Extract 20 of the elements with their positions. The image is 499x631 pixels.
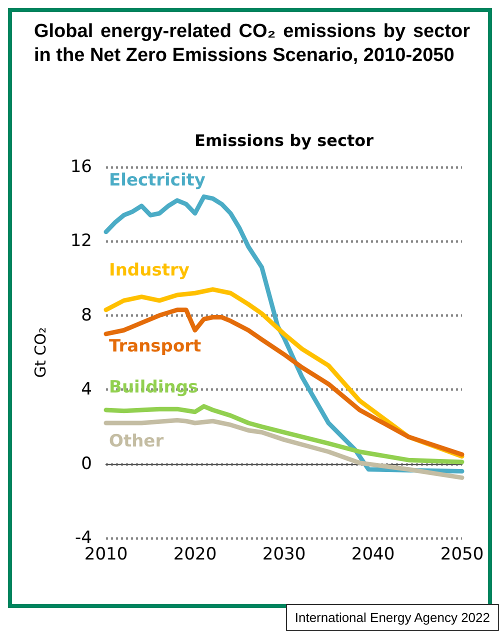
series-label: Industry bbox=[109, 260, 190, 280]
line-series bbox=[104, 418, 464, 480]
x-tick-label: 2020 bbox=[173, 544, 217, 564]
y-axis-title: Gt CO₂ bbox=[32, 327, 50, 378]
chart-title: Global energy-related CO₂ emissions by sector in the Net Zero Emissions Scenario, 2010-2050 bbox=[34, 20, 470, 68]
y-tick-label: 8 bbox=[81, 305, 92, 326]
series-label: Transport bbox=[109, 336, 202, 356]
text: International Energy Agency 2022 bbox=[286, 604, 499, 631]
y-tick-label: 0 bbox=[81, 454, 92, 474]
x-tick-label: 2050 bbox=[440, 544, 484, 564]
series-label: Buildings bbox=[109, 378, 198, 398]
series-label: Other bbox=[109, 431, 164, 452]
line-series bbox=[104, 404, 464, 464]
x-tick-label: 2030 bbox=[262, 544, 306, 564]
y-tick-label: 16 bbox=[70, 157, 92, 177]
chart-subtitle: Emissions by sector bbox=[194, 131, 374, 150]
y-tick-label: 12 bbox=[70, 231, 92, 252]
series-label: Electricity bbox=[109, 170, 206, 190]
x-tick-label: 2040 bbox=[351, 544, 395, 564]
y-tick-label: 4 bbox=[81, 380, 92, 400]
